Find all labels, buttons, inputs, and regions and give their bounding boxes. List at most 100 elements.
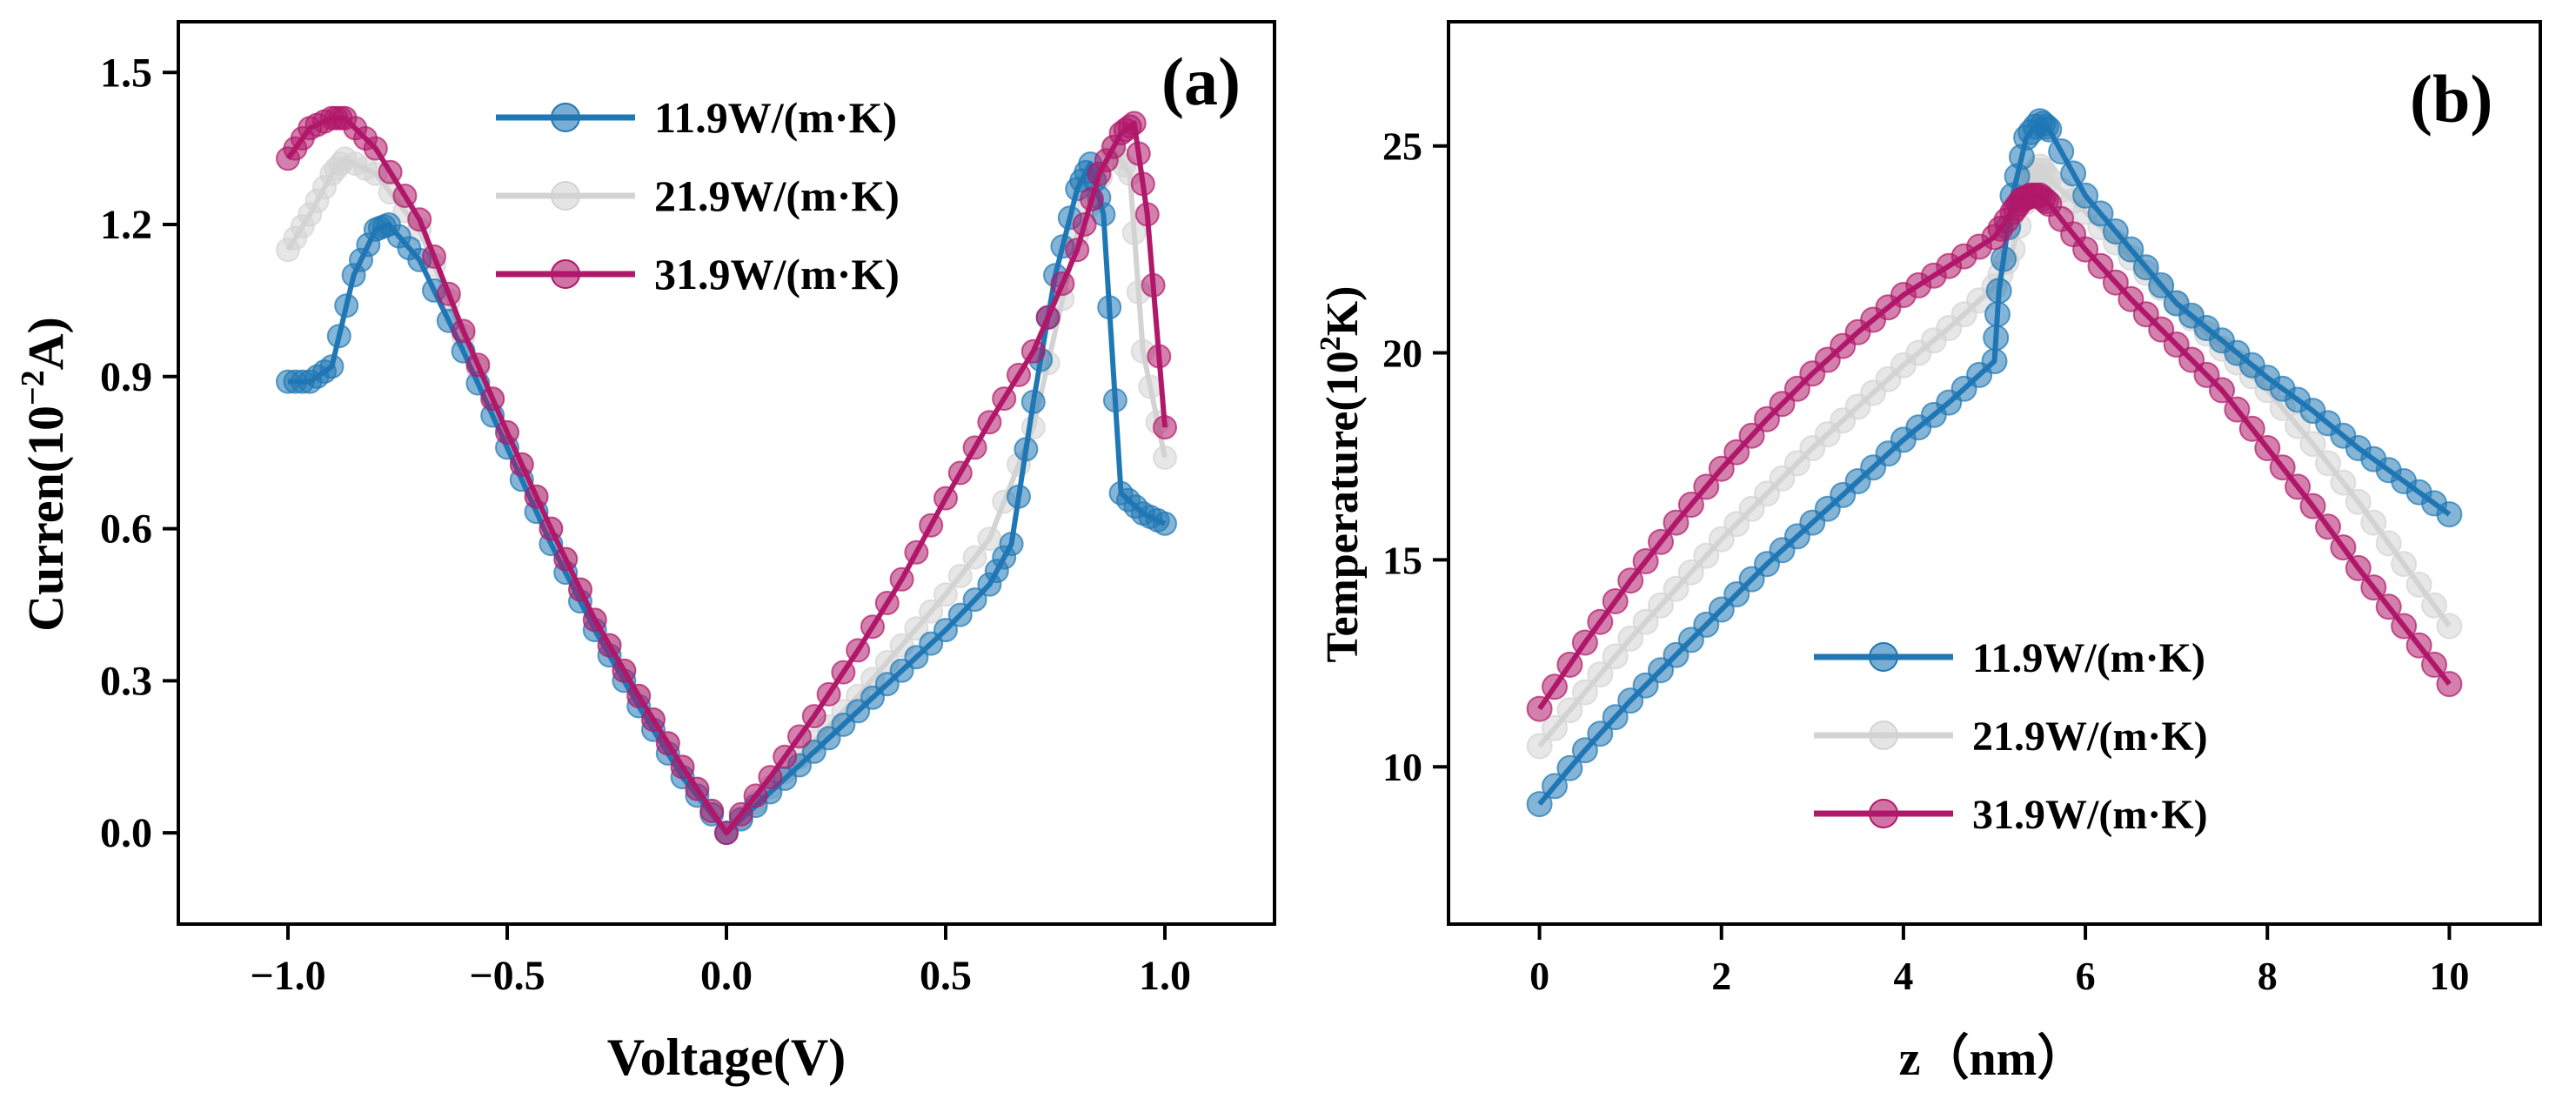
data-point <box>1723 439 1750 466</box>
data-point <box>641 707 666 732</box>
data-point <box>992 386 1017 412</box>
data-point <box>2391 551 2418 578</box>
data-point <box>1708 455 1735 482</box>
data-point <box>933 582 958 607</box>
data-point <box>699 798 725 823</box>
data-point <box>2238 415 2265 442</box>
data-point <box>1072 212 1097 237</box>
data-point <box>1121 220 1147 245</box>
data-point <box>2436 671 2463 698</box>
data-point <box>1983 325 2010 352</box>
data-point <box>2048 138 2075 164</box>
data-point <box>2345 554 2372 581</box>
y-tick-label: 25 <box>1382 124 1422 169</box>
panel-a-y-axis-title-sup: −2 <box>15 370 51 405</box>
data-point <box>1981 348 2008 375</box>
legend-marker <box>551 103 580 132</box>
legend-marker <box>551 259 580 289</box>
data-point <box>773 744 798 769</box>
data-point <box>326 324 351 349</box>
data-point <box>2391 613 2418 640</box>
data-point <box>1020 415 1046 440</box>
data-point <box>1526 695 1553 722</box>
x-tick-label: 1.0 <box>1139 953 1191 999</box>
data-point <box>904 616 929 641</box>
legend-marker <box>1869 799 1898 828</box>
data-point <box>2436 501 2463 528</box>
data-point <box>801 704 826 729</box>
data-point <box>933 618 958 643</box>
data-point <box>1602 704 1629 731</box>
data-point <box>1632 548 1659 574</box>
data-point <box>1602 643 1629 670</box>
data-point <box>1007 362 1031 387</box>
data-point <box>728 801 753 827</box>
data-point <box>2224 396 2251 423</box>
data-point <box>1141 272 1166 298</box>
data-point <box>1571 737 1598 764</box>
data-point <box>947 602 973 627</box>
data-point <box>2315 513 2341 540</box>
data-point <box>860 614 885 640</box>
data-point <box>1663 509 1689 536</box>
panel-b-y-axis-title-tail: K) <box>1318 286 1368 337</box>
x-tick-label: 8 <box>2258 954 2278 998</box>
data-point <box>407 207 432 232</box>
data-point <box>743 783 768 808</box>
data-point <box>2118 236 2144 263</box>
data-point <box>919 599 944 624</box>
x-tick-label: 6 <box>2076 954 2096 998</box>
data-point <box>1097 295 1122 320</box>
data-point <box>1984 301 2011 328</box>
data-point <box>2102 218 2129 245</box>
data-point <box>1556 651 1583 678</box>
data-point <box>553 546 579 572</box>
data-point <box>787 724 812 749</box>
data-point <box>2299 493 2326 519</box>
data-point <box>2036 116 2063 143</box>
data-point <box>495 419 519 445</box>
data-point <box>1738 422 1765 449</box>
y-tick-label: 20 <box>1382 332 1422 376</box>
legend-label: 21.9W/(m·K) <box>1972 714 2208 760</box>
y-tick-label: 1.5 <box>100 50 152 96</box>
data-point <box>874 591 900 615</box>
x-tick-label: −0.5 <box>469 953 545 999</box>
data-point <box>1542 773 1568 800</box>
data-point <box>1542 714 1568 741</box>
series-3 <box>1526 182 2463 722</box>
legend-label: 21.9W/(m·K) <box>654 171 900 220</box>
data-point <box>2209 377 2235 404</box>
data-point <box>1693 473 1720 500</box>
data-point <box>1065 238 1090 263</box>
series-3 <box>276 105 1177 846</box>
panel-a-chart: −1.0 −0.5 0.0 0.5 1.00.00.30.60.91.21.5 (a) … <box>15 20 1276 1086</box>
data-point <box>1587 720 1614 747</box>
panel-b-y-axis-title-sup: 2 <box>1315 336 1347 351</box>
data-point <box>999 532 1024 557</box>
data-point <box>1050 271 1075 296</box>
y-tick-label: 0.0 <box>100 810 152 856</box>
panel-a-ticks: −1.0 −0.5 0.0 0.5 1.0 0.0 0.3 0.6 0.9 1.2 1.5 <box>100 50 1191 999</box>
data-point <box>2421 651 2447 678</box>
data-point <box>2132 254 2159 281</box>
data-point <box>1014 437 1039 462</box>
panel-a-y-axis-title-tail: A) <box>17 317 74 370</box>
data-point <box>889 566 914 592</box>
data-point <box>947 564 973 588</box>
data-point <box>1134 202 1160 227</box>
data-point <box>1126 141 1151 166</box>
data-point <box>2087 200 2114 227</box>
data-point <box>816 681 841 707</box>
data-point <box>758 765 783 790</box>
panel-b-ticks: 0 2 4 6 8 10 10 15 20 25 <box>1382 124 2469 998</box>
data-point <box>1526 733 1553 760</box>
x-tick-label: 0.5 <box>920 953 972 999</box>
data-point <box>1571 629 1598 656</box>
x-tick-label: 0.0 <box>700 953 753 999</box>
data-point <box>1602 588 1629 614</box>
data-point <box>685 776 710 801</box>
data-point <box>436 281 461 306</box>
data-point <box>582 607 607 633</box>
data-point <box>1138 374 1163 399</box>
